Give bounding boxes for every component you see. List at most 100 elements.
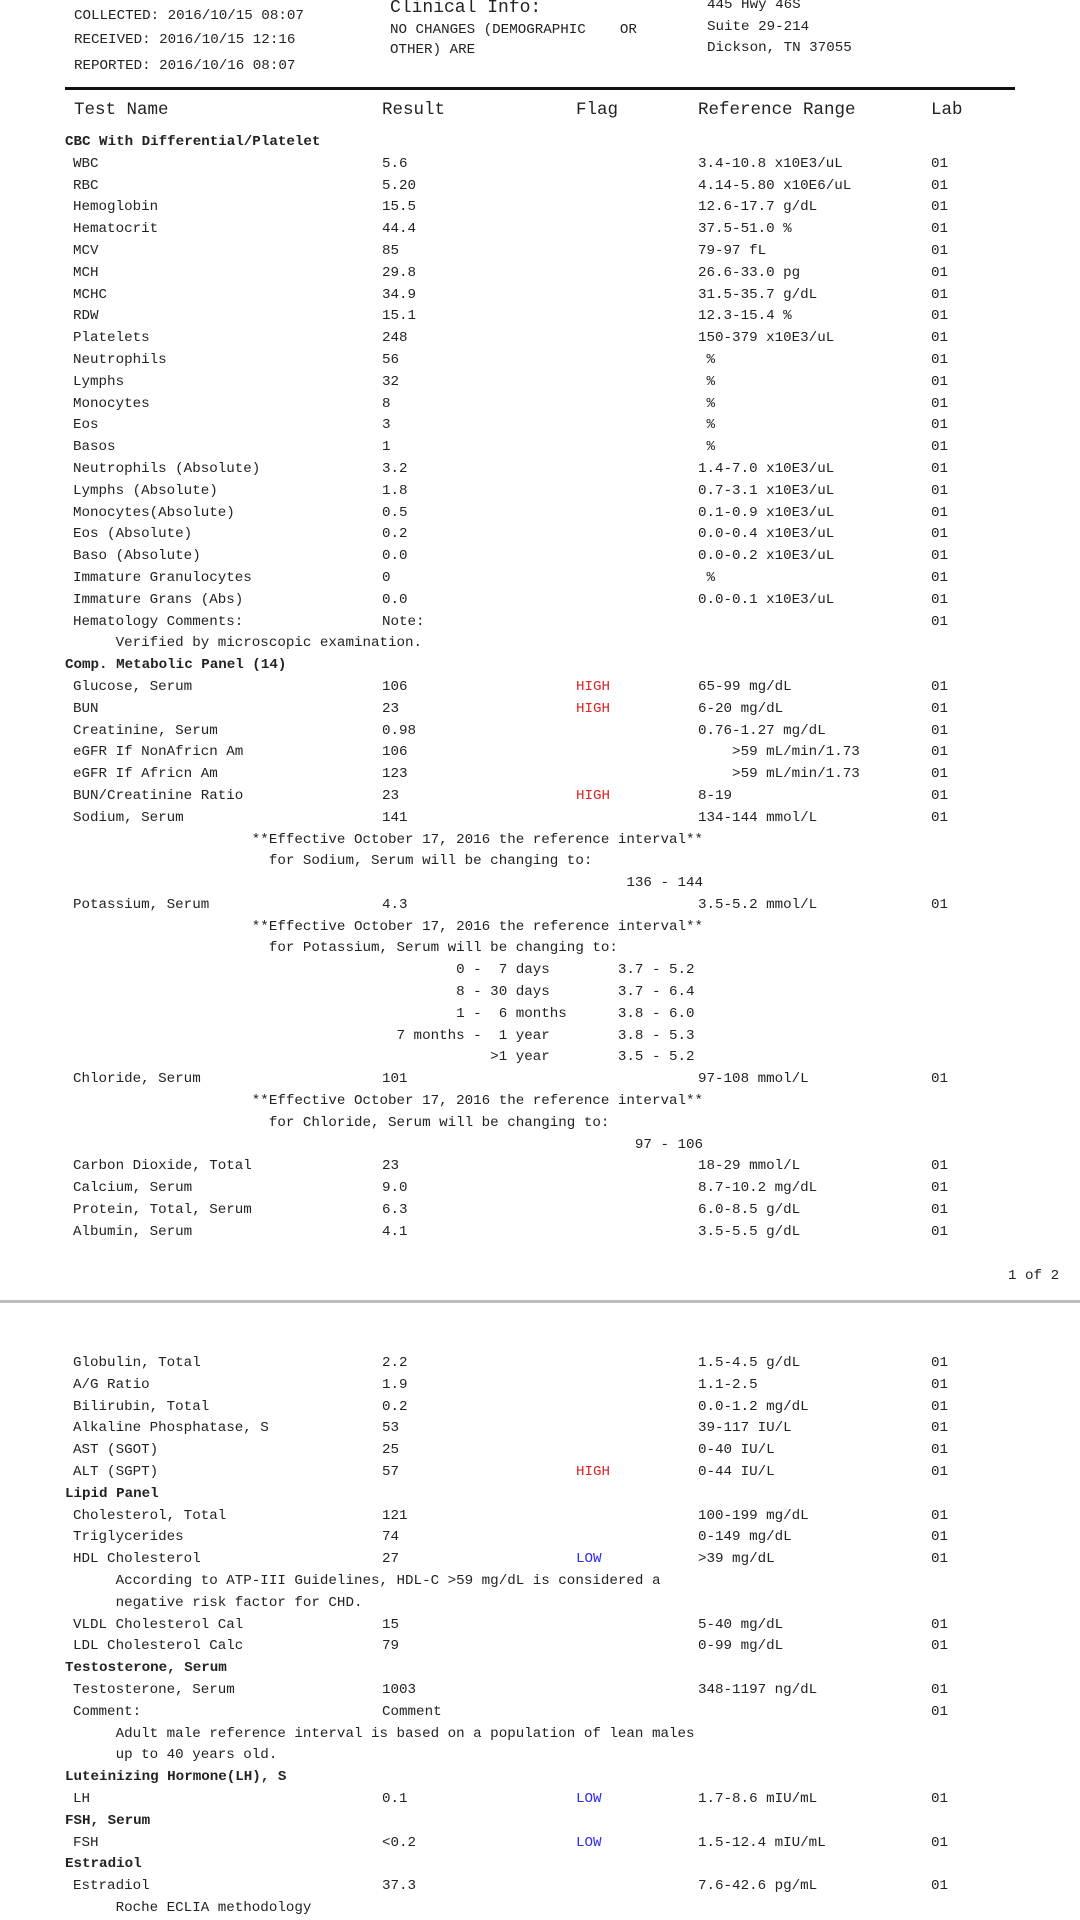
reference-range: 3.5-5.5 g/dL bbox=[698, 1223, 801, 1240]
test-name: WBC bbox=[73, 155, 99, 172]
comment-text: for Chloride, Serum will be changing to: bbox=[73, 1114, 610, 1131]
comment-text: 1 - 6 months 3.8 - 6.0 bbox=[73, 1005, 695, 1022]
reference-range: >59 mL/min/1.73 bbox=[698, 766, 860, 783]
table-row: Alkaline Phosphatase, S 53 39-117 IU/L 01 bbox=[0, 1418, 1080, 1440]
result-value: 5.6 bbox=[382, 155, 408, 172]
lab-code: 01 bbox=[931, 787, 949, 804]
lab-code: 01 bbox=[931, 1442, 949, 1459]
test-name: HDL Cholesterol bbox=[73, 1551, 201, 1568]
test-name: MCV bbox=[73, 242, 99, 259]
test-name: FSH bbox=[73, 1834, 99, 1851]
result-value: 15 bbox=[382, 1616, 400, 1633]
test-name: Albumin, Serum bbox=[73, 1223, 193, 1240]
table-row: Eos (Absolute) 0.2 0.0-0.4 x10E3/uL 01 bbox=[0, 524, 1080, 546]
clinical-info-line: NO CHANGES (DEMOGRAPHIC OR bbox=[390, 22, 637, 38]
test-name: LDL Cholesterol Calc bbox=[73, 1638, 244, 1655]
result-value: <0.2 bbox=[382, 1834, 417, 1851]
page-separator bbox=[0, 1300, 1080, 1303]
test-name: Comment: bbox=[73, 1703, 142, 1720]
lab-code: 01 bbox=[931, 613, 949, 630]
result-value: 141 bbox=[382, 809, 408, 826]
test-name: Sodium, Serum bbox=[73, 809, 184, 826]
comment-line: 1 - 6 months 3.8 - 6.0 bbox=[0, 1004, 1080, 1026]
test-name: Globulin, Total bbox=[73, 1355, 201, 1371]
table-row: Comment: Comment 01 bbox=[0, 1702, 1080, 1724]
reference-range: 1.5-12.4 mIU/mL bbox=[698, 1834, 826, 1851]
lab-code: 01 bbox=[931, 700, 949, 717]
table-row: MCHC 34.9 31.5-35.7 g/dL 01 bbox=[0, 285, 1080, 307]
column-header-lab: Lab bbox=[931, 100, 963, 120]
reference-range: 3.5-5.2 mmol/L bbox=[698, 896, 818, 913]
reference-range: 18-29 mmol/L bbox=[698, 1158, 801, 1175]
reference-range: % bbox=[698, 439, 716, 456]
result-value: 0.98 bbox=[382, 722, 417, 739]
column-header-test-name: Test Name bbox=[74, 100, 169, 120]
section-title: Testosterone, Serum bbox=[65, 1660, 227, 1677]
reference-range: 348-1197 ng/dL bbox=[698, 1681, 818, 1698]
lab-code: 01 bbox=[931, 1463, 949, 1480]
test-name: Baso (Absolute) bbox=[73, 548, 201, 565]
comment-line: According to ATP-III Guidelines, HDL-C >… bbox=[0, 1571, 1080, 1593]
test-name: Cholesterol, Total bbox=[73, 1507, 227, 1524]
table-row: VLDL Cholesterol Cal 15 5-40 mg/dL 01 bbox=[0, 1615, 1080, 1637]
address-line: Suite 29-214 bbox=[707, 19, 810, 35]
comment-text: **Effective October 17, 2016 the referen… bbox=[73, 1093, 704, 1110]
lab-code: 01 bbox=[931, 744, 949, 761]
reference-range: 150-379 x10E3/uL bbox=[698, 330, 835, 347]
lab-code: 01 bbox=[931, 1790, 949, 1807]
table-row: eGFR If NonAfricn Am 106 >59 mL/min/1.73 0… bbox=[0, 742, 1080, 764]
section-title: FSH, Serum bbox=[65, 1812, 151, 1829]
lab-code: 01 bbox=[931, 1878, 949, 1895]
table-row: BUN 23 HIGH 6-20 mg/dL 01 bbox=[0, 699, 1080, 721]
result-value: 121 bbox=[382, 1507, 408, 1524]
reference-range: % bbox=[698, 395, 716, 412]
lab-code: 01 bbox=[931, 1616, 949, 1633]
reference-range: 12.3-15.4 % bbox=[698, 308, 792, 325]
test-name: Hematology Comments: bbox=[73, 613, 244, 630]
test-name: ALT (SGPT) bbox=[73, 1463, 159, 1480]
table-row: Creatinine, Serum 0.98 0.76-1.27 mg/dL 01 bbox=[0, 721, 1080, 743]
comment-text: 0 - 7 days 3.7 - 5.2 bbox=[73, 962, 695, 979]
result-value: 53 bbox=[382, 1420, 400, 1437]
header-divider bbox=[65, 87, 1015, 90]
lab-code: 01 bbox=[931, 526, 949, 543]
reference-range: % bbox=[698, 373, 716, 390]
reference-range: 97-108 mmol/L bbox=[698, 1071, 809, 1088]
flag-badge: LOW bbox=[576, 1551, 602, 1568]
table-row: LDL Cholesterol Calc 79 0-99 mg/dL 01 bbox=[0, 1636, 1080, 1658]
lab-code: 01 bbox=[931, 1223, 949, 1240]
result-value: 1.9 bbox=[382, 1376, 408, 1393]
comment-line: 0 - 7 days 3.7 - 5.2 bbox=[0, 960, 1080, 982]
reference-range: 0-149 mg/dL bbox=[698, 1529, 792, 1546]
test-name: Lymphs bbox=[73, 373, 125, 390]
reference-range: 7.6-42.6 pg/mL bbox=[698, 1878, 818, 1895]
reference-range: % bbox=[698, 351, 716, 368]
clinical-info-title: Clinical Info: bbox=[390, 0, 542, 18]
comment-text: for Potassium, Serum will be changing to… bbox=[73, 940, 618, 957]
reference-range: % bbox=[698, 569, 716, 586]
result-value: 34.9 bbox=[382, 286, 417, 303]
test-name: Testosterone, Serum bbox=[73, 1681, 235, 1698]
result-value: 0.0 bbox=[382, 591, 408, 608]
test-name: Alkaline Phosphatase, S bbox=[73, 1420, 269, 1437]
comment-text: >1 year 3.5 - 5.2 bbox=[73, 1049, 695, 1066]
result-value: Note: bbox=[382, 613, 425, 630]
page-number: 1 of 2 bbox=[1008, 1268, 1060, 1284]
test-name: Hemoglobin bbox=[73, 199, 159, 216]
comment-text: 7 months - 1 year 3.8 - 5.3 bbox=[73, 1027, 695, 1044]
lab-code: 01 bbox=[931, 504, 949, 521]
result-value: 79 bbox=[382, 1638, 400, 1655]
result-value: 27 bbox=[382, 1551, 400, 1568]
lab-code: 01 bbox=[931, 221, 949, 238]
test-name: eGFR If NonAfricn Am bbox=[73, 744, 244, 761]
reference-range: 0-40 IU/L bbox=[698, 1442, 775, 1459]
reference-range: 65-99 mg/dL bbox=[698, 678, 792, 695]
result-value: 37.3 bbox=[382, 1878, 417, 1895]
table-row: Immature Grans (Abs) 0.0 0.0-0.1 x10E3/uL 0… bbox=[0, 590, 1080, 612]
lab-code: 01 bbox=[931, 177, 949, 194]
test-name: Neutrophils bbox=[73, 351, 167, 368]
reference-range: 37.5-51.0 % bbox=[698, 221, 792, 238]
table-row: FSH <0.2 LOW 1.5-12.4 mIU/mL 01 bbox=[0, 1833, 1080, 1855]
table-row: Hematology Comments: Note: 01 bbox=[0, 612, 1080, 634]
comment-text: **Effective October 17, 2016 the referen… bbox=[73, 918, 704, 935]
